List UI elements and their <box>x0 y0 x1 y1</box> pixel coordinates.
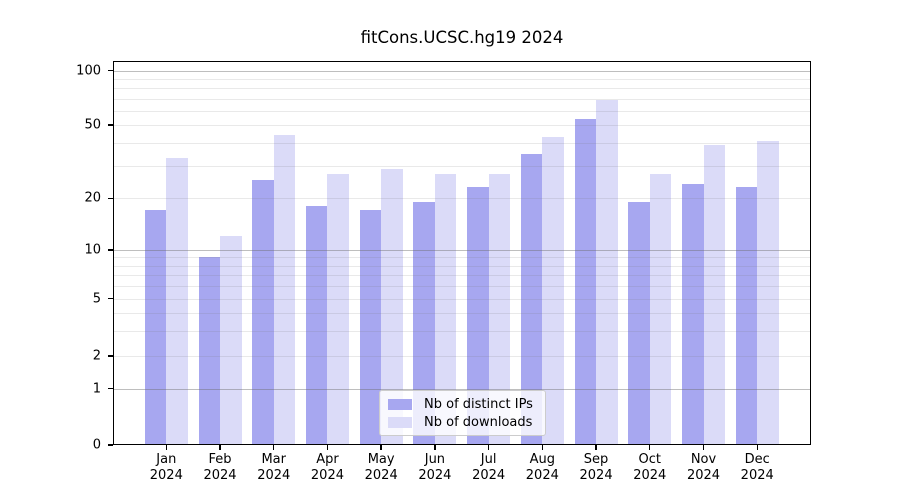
bar-distinct_ips-aug <box>520 153 543 445</box>
y-gridline-minor-20 <box>113 198 811 200</box>
bar-distinct_ips-dec <box>735 187 758 445</box>
y-gridline-minor-90 <box>113 78 811 80</box>
x-tick-label-nov: Nov 2024 <box>686 452 721 483</box>
bar-downloads-jun <box>434 174 457 445</box>
y-gridline-minor-60 <box>113 110 811 112</box>
x-tick-mark-oct <box>649 445 651 450</box>
bar-downloads-dec <box>757 140 779 445</box>
y-tick-mark-100 <box>108 69 113 72</box>
plot-area <box>113 61 811 445</box>
y-gridline-minor-7 <box>113 274 811 276</box>
bar-downloads-mar <box>273 135 296 445</box>
bar-downloads-apr <box>327 174 349 445</box>
y-gridline-minor-2 <box>113 356 811 357</box>
bar-distinct_ips-nov <box>682 183 704 445</box>
bar-downloads-sep <box>596 99 618 445</box>
y-tick-mark-0 <box>108 444 113 446</box>
y-gridline-major-1 <box>113 388 811 390</box>
y-tick-mark-5 <box>108 297 113 300</box>
x-tick-mark-may <box>380 445 382 450</box>
x-tick-mark-apr <box>326 445 329 450</box>
x-tick-label-mar: Mar 2024 <box>257 452 291 483</box>
x-tick-mark-feb <box>219 445 221 450</box>
y-tick-mark-2 <box>108 355 113 357</box>
x-tick-label-jun: Jun 2024 <box>418 452 452 483</box>
legend: Nb of distinct IPs Nb of downloads <box>379 390 546 436</box>
y-gridline-minor-9 <box>113 257 811 259</box>
x-tick-mark-jul <box>487 445 490 450</box>
x-tick-mark-dec <box>756 445 758 450</box>
legend-label-distinct-ips: Nb of distinct IPs <box>424 397 533 413</box>
y-gridline-minor-50 <box>113 125 811 126</box>
x-tick-mark-nov <box>702 445 705 450</box>
x-tick-label-may: May 2024 <box>364 452 398 483</box>
y-tick-label-1: 1 <box>92 381 101 396</box>
y-gridline-minor-40 <box>113 142 811 144</box>
y-gridline-major-100 <box>113 70 811 72</box>
y-tick-label-100: 100 <box>76 63 101 78</box>
x-tick-label-sep: Sep 2024 <box>579 452 613 483</box>
y-gridline-minor-8 <box>113 265 811 267</box>
x-tick-label-feb: Feb 2024 <box>203 452 237 483</box>
legend-swatch-downloads-icon <box>388 416 412 428</box>
y-gridline-minor-80 <box>113 88 811 90</box>
legend-label-downloads: Nb of downloads <box>424 414 533 430</box>
y-tick-mark-20 <box>108 197 113 199</box>
bar-distinct_ips-apr <box>305 206 328 445</box>
x-tick-label-jan: Jan 2024 <box>149 452 183 483</box>
y-gridline-minor-5 <box>113 298 811 300</box>
x-tick-label-jul: Jul 2024 <box>472 452 506 483</box>
y-tick-label-20: 20 <box>84 190 101 206</box>
x-tick-label-aug: Aug 2024 <box>525 452 559 483</box>
bar-distinct_ips-jul <box>467 187 489 445</box>
bar-distinct_ips-oct <box>628 202 650 445</box>
y-gridline-minor-3 <box>113 330 811 332</box>
y-gridline-minor-30 <box>113 165 811 167</box>
y-tick-mark-1 <box>108 387 113 390</box>
legend-swatch-distinct-ips-icon <box>388 399 412 411</box>
x-tick-label-dec: Dec 2024 <box>740 452 774 483</box>
bar-distinct_ips-sep <box>574 118 597 445</box>
y-tick-label-2: 2 <box>92 348 101 364</box>
x-tick-label-apr: Apr 2024 <box>310 452 344 483</box>
y-tick-label-50: 50 <box>84 117 101 133</box>
bar-downloads-oct <box>649 174 672 445</box>
bar-distinct_ips-feb <box>198 257 221 445</box>
bar-distinct_ips-may <box>359 210 382 445</box>
y-tick-label-10: 10 <box>84 242 101 258</box>
y-tick-mark-10 <box>108 249 113 251</box>
y-tick-mark-50 <box>108 124 113 126</box>
bar-distinct_ips-mar <box>252 180 274 445</box>
x-tick-mark-sep <box>595 445 597 450</box>
bar-downloads-nov <box>703 144 725 445</box>
bar-downloads-feb <box>220 236 242 445</box>
x-tick-mark-jun <box>434 445 436 450</box>
bar-distinct_ips-jan <box>144 210 167 445</box>
y-tick-label-5: 5 <box>92 291 101 306</box>
bar-downloads-jul <box>488 174 511 445</box>
bar-downloads-jan <box>166 158 188 445</box>
y-gridline-minor-4 <box>113 312 811 314</box>
legend-item-downloads: Nb of downloads <box>388 414 537 432</box>
y-gridline-minor-6 <box>113 285 811 287</box>
bar-downloads-may <box>381 168 403 445</box>
bar-distinct_ips-jun <box>413 202 435 445</box>
x-tick-mark-aug <box>541 445 544 450</box>
chart-title: fitCons.UCSC.hg19 2024 <box>360 28 564 47</box>
x-tick-mark-mar <box>273 445 275 450</box>
bar-downloads-aug <box>542 137 564 445</box>
x-tick-mark-jan <box>165 445 167 450</box>
legend-item-distinct-ips: Nb of distinct IPs <box>388 396 537 414</box>
y-tick-label-0: 0 <box>92 437 101 453</box>
x-tick-label-oct: Oct 2024 <box>633 452 667 483</box>
y-gridline-major-10 <box>113 250 811 251</box>
y-gridline-minor-70 <box>113 98 811 100</box>
